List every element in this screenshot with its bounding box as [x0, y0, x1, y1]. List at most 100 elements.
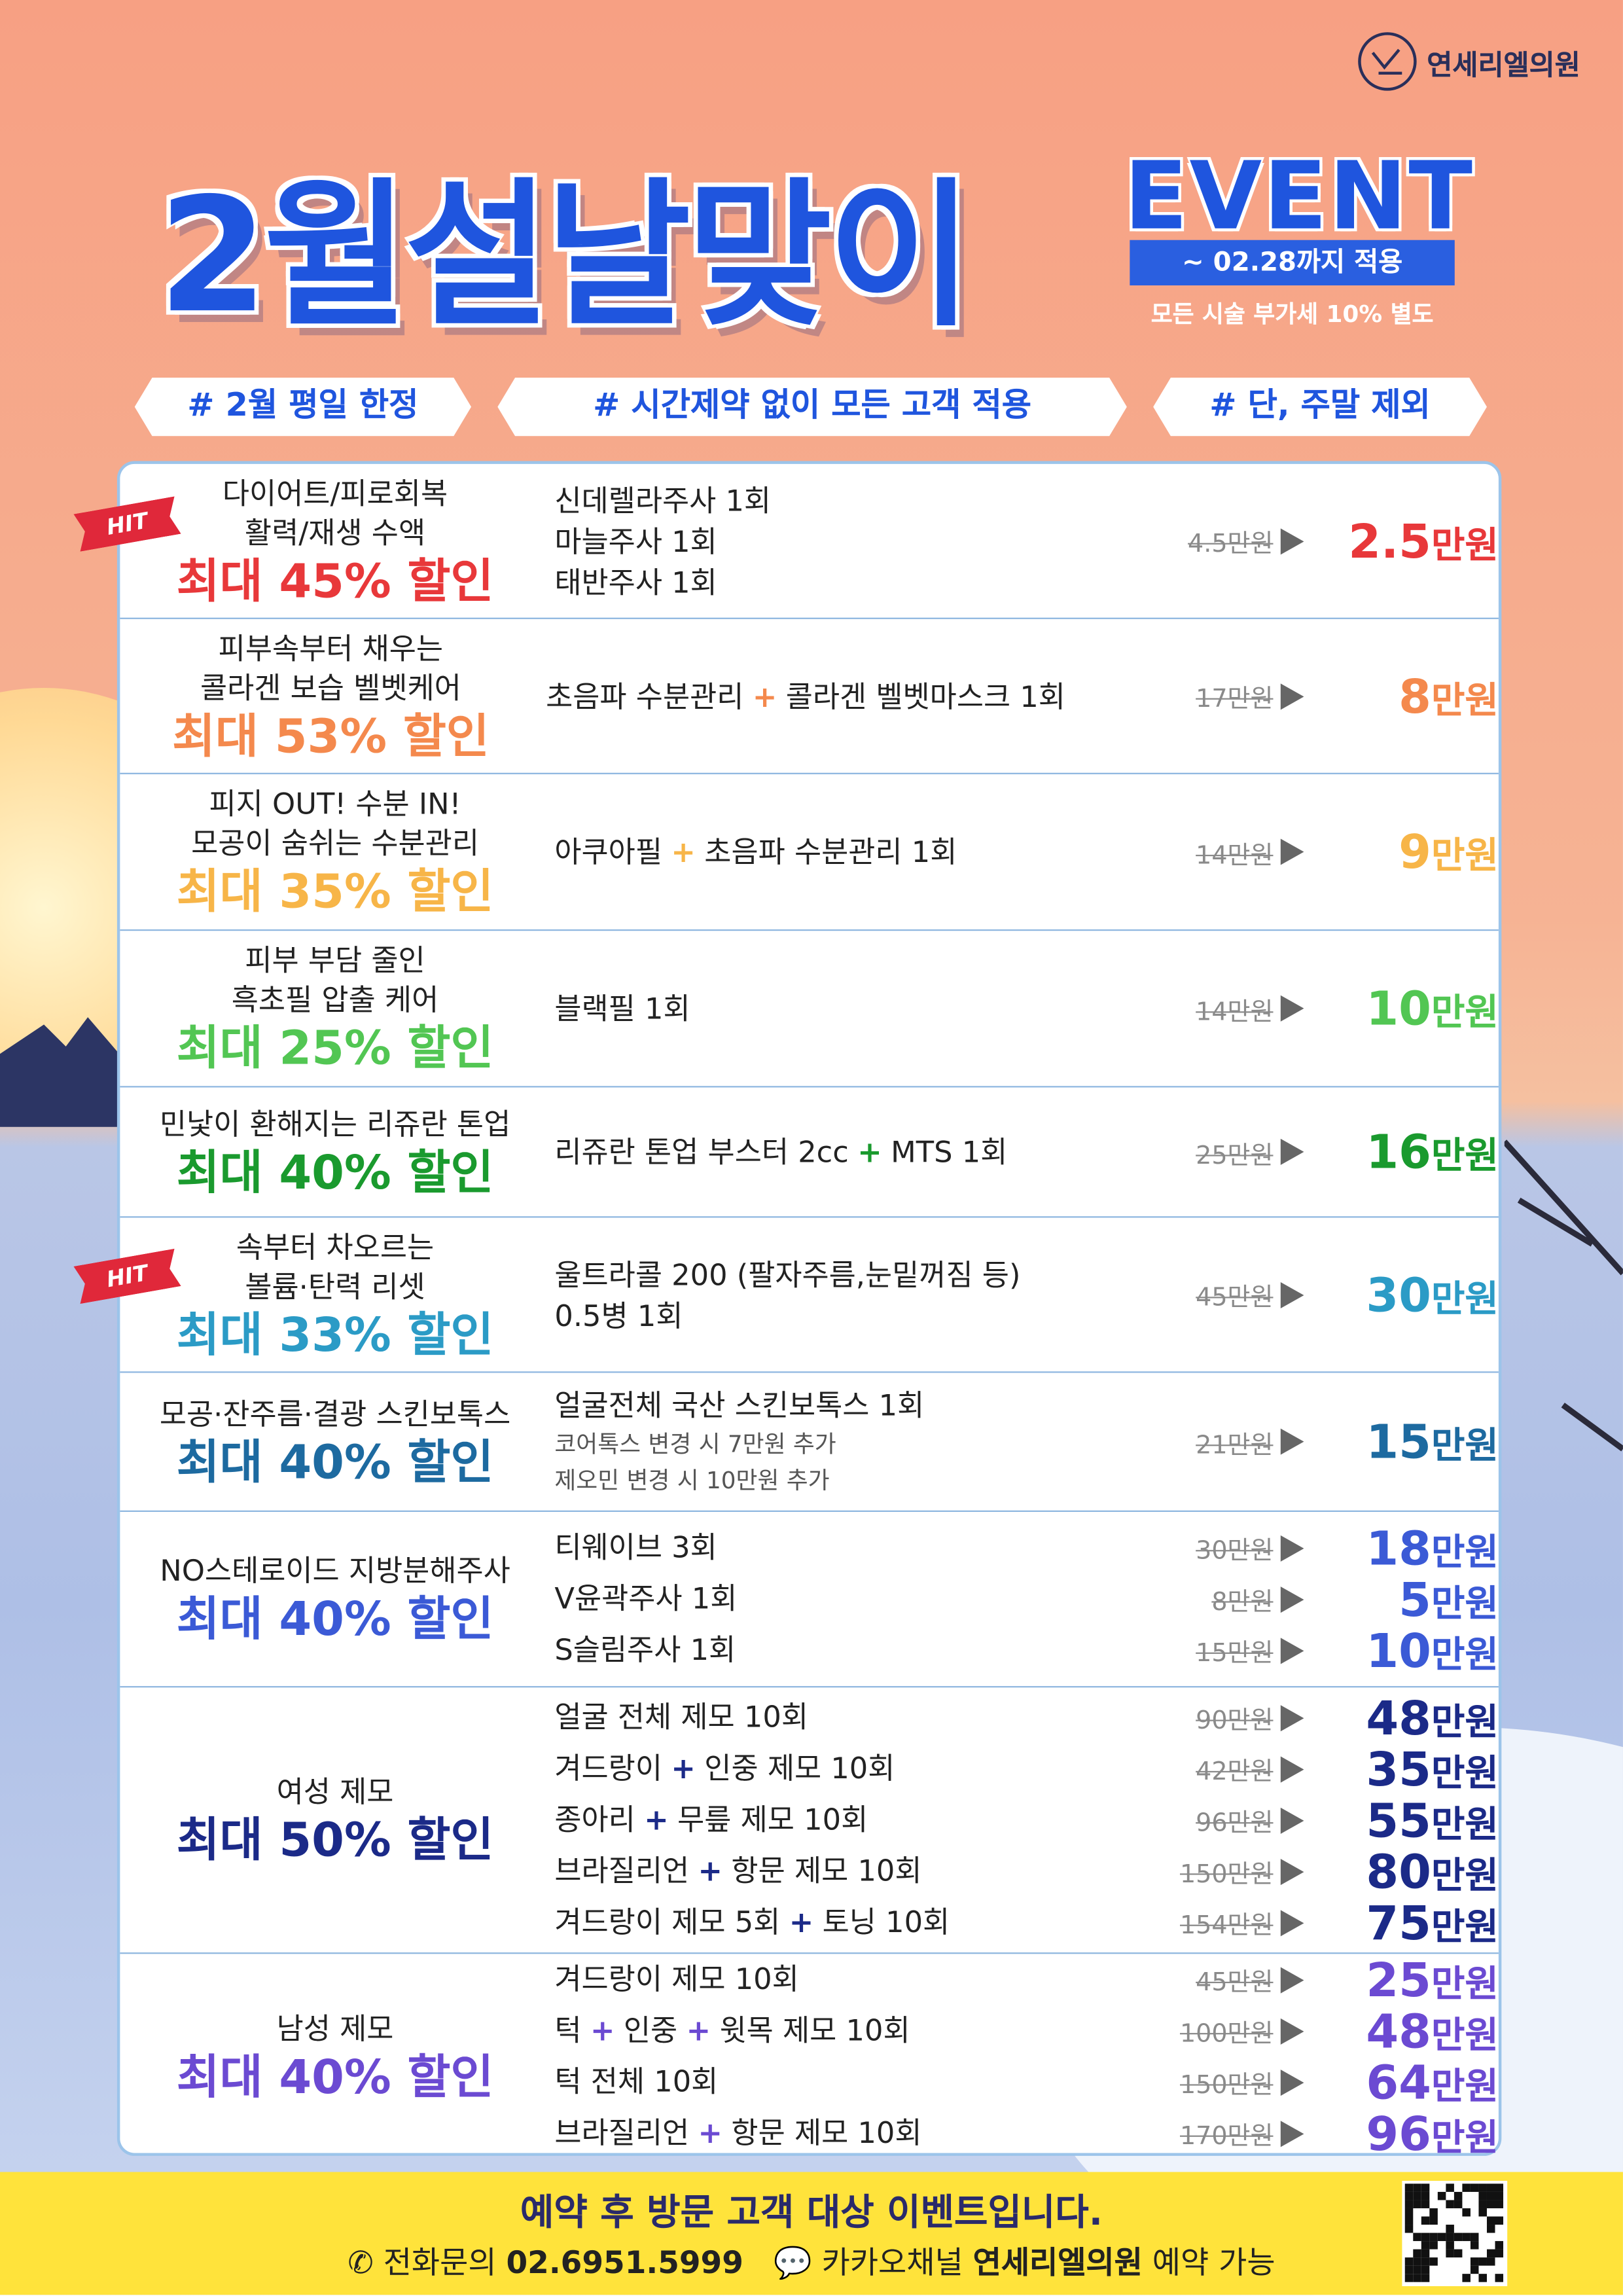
old-price: 4.5만원 — [1188, 529, 1274, 560]
item-summary: 모공·잔주름·결광 스킨보톡스 최대 40% 할인 — [120, 1373, 550, 1511]
old-price: 25만원 — [1196, 1141, 1274, 1170]
treatment: 얼굴 전체 제모 10회 — [554, 1692, 1065, 1743]
qr-cell — [1446, 2249, 1454, 2258]
treatment-part: 아쿠아필 — [554, 834, 662, 870]
treatment-part: 콜라겐 벨벳마스크 1회 — [785, 678, 1065, 714]
new-price: 75만원 — [1311, 1894, 1498, 1950]
item-desc: 모공이 숨쉬는 수분관리 — [191, 825, 479, 861]
item-desc: 피지 OUT! 수분 IN! — [209, 785, 461, 821]
item-row: 민낯이 환해지는 리쥬란 톤업 최대 40% 할인 리쥬란 톤업 부스터 2cc + M… — [120, 1086, 1499, 1216]
item-summary: 다이어트/피로회복 활력/재생 수액 최대 45% 할인 — [120, 464, 550, 618]
treatments: 티웨이브 3회 V윤곽주사 1회 S슬림주사 1회 — [550, 1512, 1065, 1686]
qr-cell — [1495, 2241, 1504, 2250]
discount: 최대 53% 할인 — [172, 708, 490, 764]
old-price: 17만원 — [1196, 685, 1274, 715]
qr-cell — [1478, 2191, 1487, 2200]
qr-cell — [1421, 2265, 1430, 2274]
offer: 14만원 9만원 — [1065, 824, 1499, 880]
treatment-part: 티웨이브 3회 — [554, 1529, 717, 1565]
qr-cell — [1470, 2257, 1479, 2266]
treatment-part: 인중 — [623, 2012, 678, 2048]
qr-cell — [1454, 2200, 1463, 2208]
arrow-icon — [1280, 2017, 1304, 2044]
qr-cell — [1470, 2183, 1479, 2192]
plus: + — [752, 678, 777, 714]
item-summary: 남성 제모 최대 40% 할인 — [120, 1954, 550, 2159]
offer: 170만원 96만원 — [1065, 2106, 1499, 2161]
arrow-icon — [1280, 1755, 1304, 1782]
treatment-part: 브라질리언 — [554, 2115, 690, 2150]
item-desc: 활력/재생 수액 — [244, 514, 426, 550]
arrow-icon — [1280, 1857, 1304, 1885]
treatment-part: 블랙필 1회 — [554, 990, 690, 1026]
arrow — [1273, 1428, 1311, 1455]
old-price: 8만원 — [1211, 1588, 1274, 1618]
new-price: 8만원 — [1311, 668, 1499, 724]
price-number: 8 — [1399, 668, 1431, 724]
item-row: 다이어트/피로회복 활력/재생 수액 최대 45% 할인 신데렐라주사 1회 마늘주사 … — [120, 464, 1499, 618]
item-summary: 여성 제모 최대 50% 할인 — [120, 1687, 550, 1952]
discount: 최대 35% 할인 — [176, 863, 494, 920]
qr-cell — [1404, 2208, 1414, 2217]
qr-cell — [1486, 2183, 1495, 2192]
arrow-icon — [1280, 1704, 1304, 1731]
discount: 최대 25% 할인 — [176, 1020, 494, 1076]
new-price: 25만원 — [1311, 1952, 1498, 2007]
price-unit: 만원 — [1431, 2064, 1499, 2108]
qr-cell — [1470, 2233, 1479, 2242]
offer: 150만원 64만원 — [1065, 2054, 1499, 2110]
item-row: 속부터 차오르는 볼륨·탄력 리셋 최대 33% 할인 울트라콜 200 (팔자주름,… — [120, 1216, 1499, 1371]
price-number: 2.5 — [1348, 512, 1431, 569]
discount: 최대 40% 할인 — [176, 1590, 494, 1647]
qr-cell — [1486, 2200, 1495, 2208]
treatments: 블랙필 1회 — [550, 931, 1065, 1086]
plus: + — [789, 1904, 814, 1939]
old-price: 42만원 — [1196, 1757, 1274, 1787]
treatment-part: 0.5병 1회 — [554, 1297, 683, 1333]
treatments: 신데렐라주사 1회 마늘주사 1회 태반주사 1회 — [550, 464, 1065, 618]
offers: 21만원 15만원 — [1065, 1373, 1499, 1511]
qr-cell — [1413, 2257, 1421, 2266]
phone: 02.6951.5999 — [506, 2245, 743, 2280]
arrow-icon — [1280, 1585, 1304, 1613]
price-unit: 만원 — [1431, 1700, 1499, 1743]
price-number: 55 — [1366, 1792, 1431, 1848]
treatment-part: 마늘주사 1회 — [554, 523, 717, 559]
arrow — [1273, 1755, 1311, 1782]
price-number: 75 — [1366, 1894, 1431, 1950]
treatment: 턱 + 인중 + 윗목 제모 10회 — [554, 2005, 1065, 2056]
price-unit: 만원 — [1431, 1854, 1499, 1896]
qr-cell — [1413, 2191, 1421, 2200]
offers: 4.5만원 2.5만원 — [1065, 464, 1499, 618]
offers: 45만원 30만원 — [1065, 1218, 1499, 1372]
offers: 14만원 10만원 — [1065, 931, 1499, 1086]
item-row: NO스테로이드 지방분해주사 최대 40% 할인 티웨이브 3회 V윤곽주사 1회 S슬… — [120, 1510, 1499, 1686]
price-number: 16 — [1366, 1124, 1431, 1180]
plus: + — [590, 2012, 615, 2048]
offer: 45만원 30만원 — [1065, 1266, 1499, 1322]
offer: 15만원 10만원 — [1065, 1623, 1499, 1678]
price-unit: 만원 — [1431, 1134, 1499, 1177]
qr-cell — [1478, 2274, 1487, 2282]
price-unit: 만원 — [1431, 1424, 1499, 1467]
old-price: 150만원 — [1179, 1860, 1274, 1890]
qr-cell — [1486, 2257, 1495, 2266]
arrow-icon — [1280, 2120, 1304, 2147]
item-desc: 남성 제모 — [276, 2010, 394, 2046]
period: ~ 02.28까지 적용 — [1130, 240, 1455, 286]
qr-cell — [1413, 2233, 1421, 2242]
old-price: 45만원 — [1196, 1283, 1274, 1313]
arrow-icon — [1280, 1637, 1304, 1664]
item-summary: 피부 부담 줄인 흑초필 압출 케어 최대 25% 할인 — [120, 931, 550, 1086]
price-unit: 만원 — [1431, 2013, 1499, 2056]
qr-cell — [1421, 2183, 1430, 2192]
treatment-part: 초음파 수분관리 1회 — [704, 834, 957, 870]
old-price: 45만원 — [1196, 1968, 1274, 1998]
price-table: 다이어트/피로회복 활력/재생 수액 최대 45% 할인 신데렐라주사 1회 마늘주사 … — [116, 461, 1502, 2161]
treatment-part: 턱 — [554, 2012, 582, 2048]
qr-cell — [1478, 2257, 1487, 2266]
plus: + — [671, 834, 696, 870]
treatment-part: MTS 1회 — [891, 1134, 1008, 1170]
new-price: 48만원 — [1311, 2003, 1499, 2058]
treatment: S슬림주사 1회 — [554, 1624, 1065, 1676]
